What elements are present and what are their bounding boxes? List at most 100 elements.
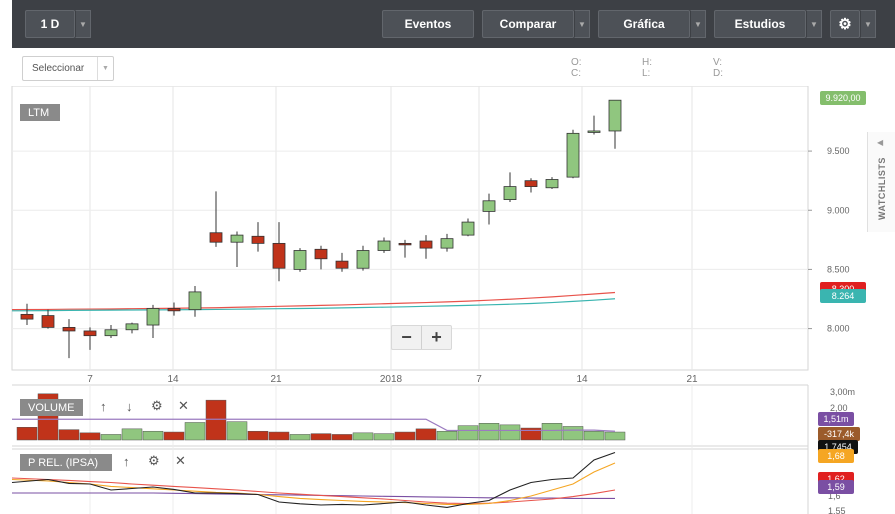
x-tick-label: 2018 — [380, 374, 403, 385]
settings-button[interactable]: ⚙ — [830, 10, 860, 38]
candle-body — [167, 308, 181, 312]
prel-settings-gear-icon[interactable]: ⚙ — [148, 453, 160, 468]
volume-bar — [583, 430, 605, 441]
candle-body — [545, 179, 559, 189]
volume-bar — [478, 423, 500, 441]
comparison-select[interactable]: Seleccionar ▼ — [22, 56, 114, 81]
prel-badge-purple: 1,59 — [818, 480, 854, 494]
candle-body — [356, 250, 370, 269]
x-tick-label: 21 — [270, 374, 282, 385]
prel-close-icon[interactable]: ✕ — [175, 453, 186, 468]
chart-type-caret-icon[interactable]: ▼ — [690, 10, 706, 38]
volume-bar — [415, 428, 437, 441]
main-series-label: LTM — [20, 104, 60, 121]
sma-red-line — [11, 291, 616, 311]
chart-grid — [11, 86, 809, 514]
x-tick-label: 7 — [87, 374, 93, 385]
zoom-controls: − + — [391, 325, 452, 350]
volume-badge-purple: 1,51m — [818, 412, 854, 426]
candle-body — [524, 180, 538, 187]
move-down-icon[interactable]: ↓ — [126, 399, 133, 414]
main-frame — [11, 86, 809, 371]
prel-orange-line — [11, 462, 616, 505]
candle-body — [104, 329, 118, 337]
x-tick-label: 14 — [576, 374, 588, 385]
candle-body — [587, 130, 601, 133]
volume-close-icon[interactable]: ✕ — [178, 398, 189, 413]
volume-readout-label: V: — [713, 57, 723, 68]
y-tick-label: 8.500 — [827, 264, 850, 274]
prel-badge-orange: 1,68 — [818, 449, 854, 463]
studies-caret-icon[interactable]: ▼ — [806, 10, 822, 38]
compare-button[interactable]: Comparar — [482, 10, 574, 38]
volume-bar — [352, 432, 374, 441]
candle-body — [272, 242, 286, 269]
x-tick-label: 21 — [686, 374, 698, 385]
volume-axis-label: 3,00m — [830, 387, 855, 397]
volume-bar — [142, 430, 164, 441]
settings-caret-icon[interactable]: ▼ — [860, 10, 876, 38]
sma-teal-badge: 8.264 — [820, 289, 866, 303]
candle-body — [398, 242, 412, 246]
last-price-badge: 9.920,00 — [820, 91, 866, 105]
price-chart[interactable]: 7 14 21 2018 7 14 21 9.500 9.000 8.500 8.000 3,00… — [0, 86, 895, 514]
chevron-left-icon: ◀ — [877, 138, 884, 147]
candle-body — [251, 235, 265, 244]
volume-bar — [16, 427, 38, 441]
date-label: D: — [713, 68, 723, 79]
relative-price-panel: 1,651,61,55 — [11, 451, 846, 514]
prel-panel-label: P REL. (IPSA) — [20, 454, 112, 471]
candle-body — [419, 240, 433, 249]
moving-averages — [11, 291, 616, 312]
candle-body — [461, 221, 475, 236]
gear-icon: ⚙ — [838, 16, 852, 33]
y-axis: 9.500 9.000 8.500 8.000 — [808, 146, 850, 334]
volume-bar — [184, 422, 206, 441]
volume-settings-gear-icon[interactable]: ⚙ — [151, 398, 163, 413]
move-up-icon[interactable]: ↑ — [100, 399, 107, 414]
volume-bar — [205, 399, 227, 441]
studies-button[interactable]: Estudios — [714, 10, 806, 38]
volume-bar — [289, 434, 311, 441]
candle-body — [230, 234, 244, 243]
candle-body — [314, 248, 328, 260]
prel-axis-label: 1,55 — [828, 506, 846, 514]
candle-body — [566, 132, 580, 178]
x-tick-label: 7 — [476, 374, 482, 385]
volume-bar — [541, 423, 563, 441]
volume-bar — [331, 434, 353, 441]
volume-badge-brown: -317,4k — [818, 427, 860, 441]
low-label: L: — [642, 68, 651, 79]
volume-bar — [247, 430, 269, 441]
candle-body — [20, 313, 34, 320]
volume-panel: 3,00m 2,00 — [12, 387, 855, 441]
x-tick-label: 14 — [167, 374, 179, 385]
candle-body — [482, 200, 496, 212]
compare-caret-icon[interactable]: ▼ — [574, 10, 590, 38]
prel-black-line — [11, 451, 616, 508]
volume-bar — [373, 433, 395, 441]
volume-bar — [58, 429, 80, 441]
candle-body — [62, 326, 76, 332]
volume-bar — [562, 426, 584, 441]
period-selector[interactable]: 1 D — [25, 10, 75, 38]
zoom-in-button[interactable]: + — [421, 326, 451, 349]
prel-move-up-icon[interactable]: ↑ — [123, 454, 130, 469]
candle-body — [146, 308, 160, 326]
watchlists-tab[interactable]: ◀ WATCHLISTS — [867, 132, 895, 232]
x-axis: 7 14 21 2018 7 14 21 — [87, 374, 698, 385]
candle-body — [608, 99, 622, 132]
top-toolbar: 1 D ▼ Eventos Comparar ▼ Gráfica ▼ Estud… — [12, 0, 895, 48]
period-caret-icon[interactable]: ▼ — [75, 10, 91, 38]
events-button[interactable]: Eventos — [382, 10, 474, 38]
candle-body — [503, 186, 517, 201]
volume-bar — [79, 432, 101, 441]
volume-average-line — [12, 418, 616, 432]
prel-red-line — [11, 477, 616, 505]
volume-bar — [268, 431, 290, 441]
volume-bar — [394, 431, 416, 441]
chart-type-button[interactable]: Gráfica — [598, 10, 690, 38]
volume-bar — [436, 430, 458, 441]
zoom-out-button[interactable]: − — [401, 327, 412, 347]
candle-body — [41, 315, 55, 328]
